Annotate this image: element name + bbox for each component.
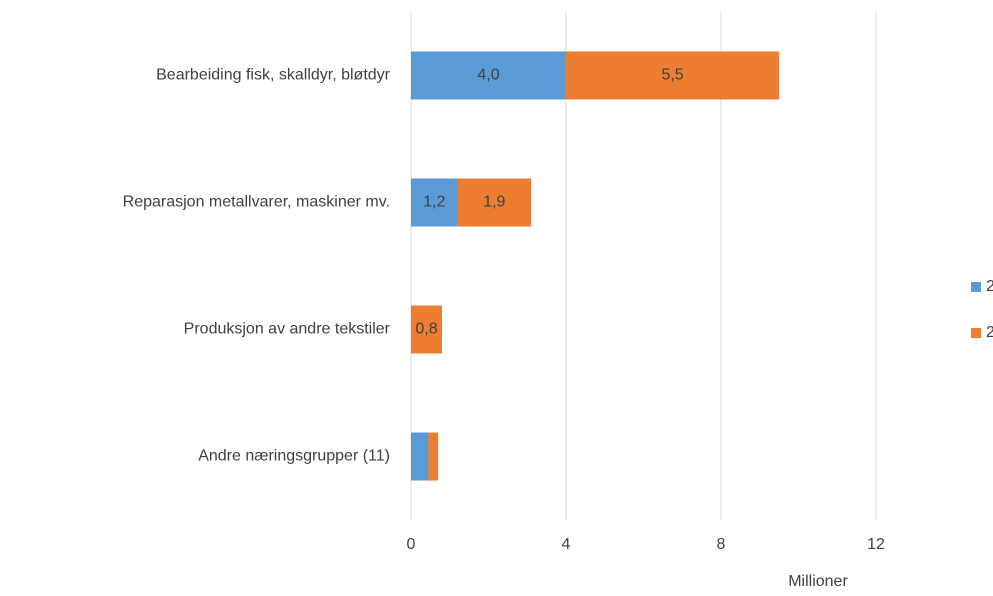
legend-label: 2 bbox=[986, 278, 993, 295]
data-label: 0,8 bbox=[415, 321, 437, 338]
x-tick-label: 8 bbox=[717, 536, 726, 553]
y-tick-label: Reparasjon metallvarer, maskiner mv. bbox=[123, 194, 390, 211]
x-tick-label: 4 bbox=[562, 536, 571, 553]
bar-segment bbox=[566, 51, 780, 100]
legend-swatch bbox=[971, 282, 981, 292]
y-tick-label: Andre næringsgrupper (11) bbox=[198, 448, 390, 465]
x-tick-label: 12 bbox=[867, 536, 885, 553]
data-label: 4,0 bbox=[477, 67, 499, 84]
bar-segment bbox=[411, 51, 566, 100]
y-tick-label: Produksjon av andre tekstiler bbox=[184, 321, 391, 338]
x-tick-label: 0 bbox=[407, 536, 416, 553]
bar-segment bbox=[411, 305, 442, 354]
legend-swatch bbox=[971, 328, 981, 338]
data-label: 1,2 bbox=[423, 194, 445, 211]
bar-segment bbox=[457, 178, 532, 227]
bar-segment bbox=[411, 432, 429, 481]
x-axis-title: Millioner bbox=[788, 573, 848, 590]
data-label: 1,9 bbox=[483, 194, 505, 211]
legend-label: 2 bbox=[986, 324, 993, 341]
bar-segment bbox=[411, 178, 458, 227]
y-tick-label: Bearbeiding fisk, skalldyr, bløtdyr bbox=[156, 67, 391, 84]
data-label: 5,5 bbox=[661, 67, 683, 84]
bar-segment bbox=[428, 432, 439, 481]
